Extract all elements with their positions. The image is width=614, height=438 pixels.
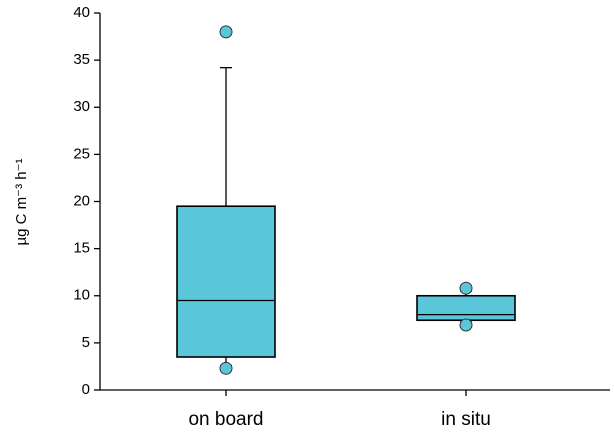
x-tick-label: in situ <box>441 409 491 430</box>
y-axis-label: µg C m⁻³ h⁻¹ <box>13 159 30 246</box>
outlier <box>219 25 233 39</box>
y-tick-label: 5 <box>82 334 90 351</box>
outlier <box>219 361 233 375</box>
y-tick-label: 20 <box>73 192 90 209</box>
outlier <box>459 281 473 295</box>
box <box>416 294 516 322</box>
y-tick-label: 25 <box>73 145 90 162</box>
y-tick-label: 35 <box>73 51 90 68</box>
box <box>176 205 276 358</box>
y-tick-label: 0 <box>82 381 90 398</box>
y-tick-label: 10 <box>73 287 90 304</box>
outlier <box>459 318 473 332</box>
x-tick-label: on board <box>188 409 263 430</box>
y-tick-label: 30 <box>73 98 90 115</box>
y-tick-label: 40 <box>73 4 90 21</box>
y-tick-label: 15 <box>73 240 90 257</box>
